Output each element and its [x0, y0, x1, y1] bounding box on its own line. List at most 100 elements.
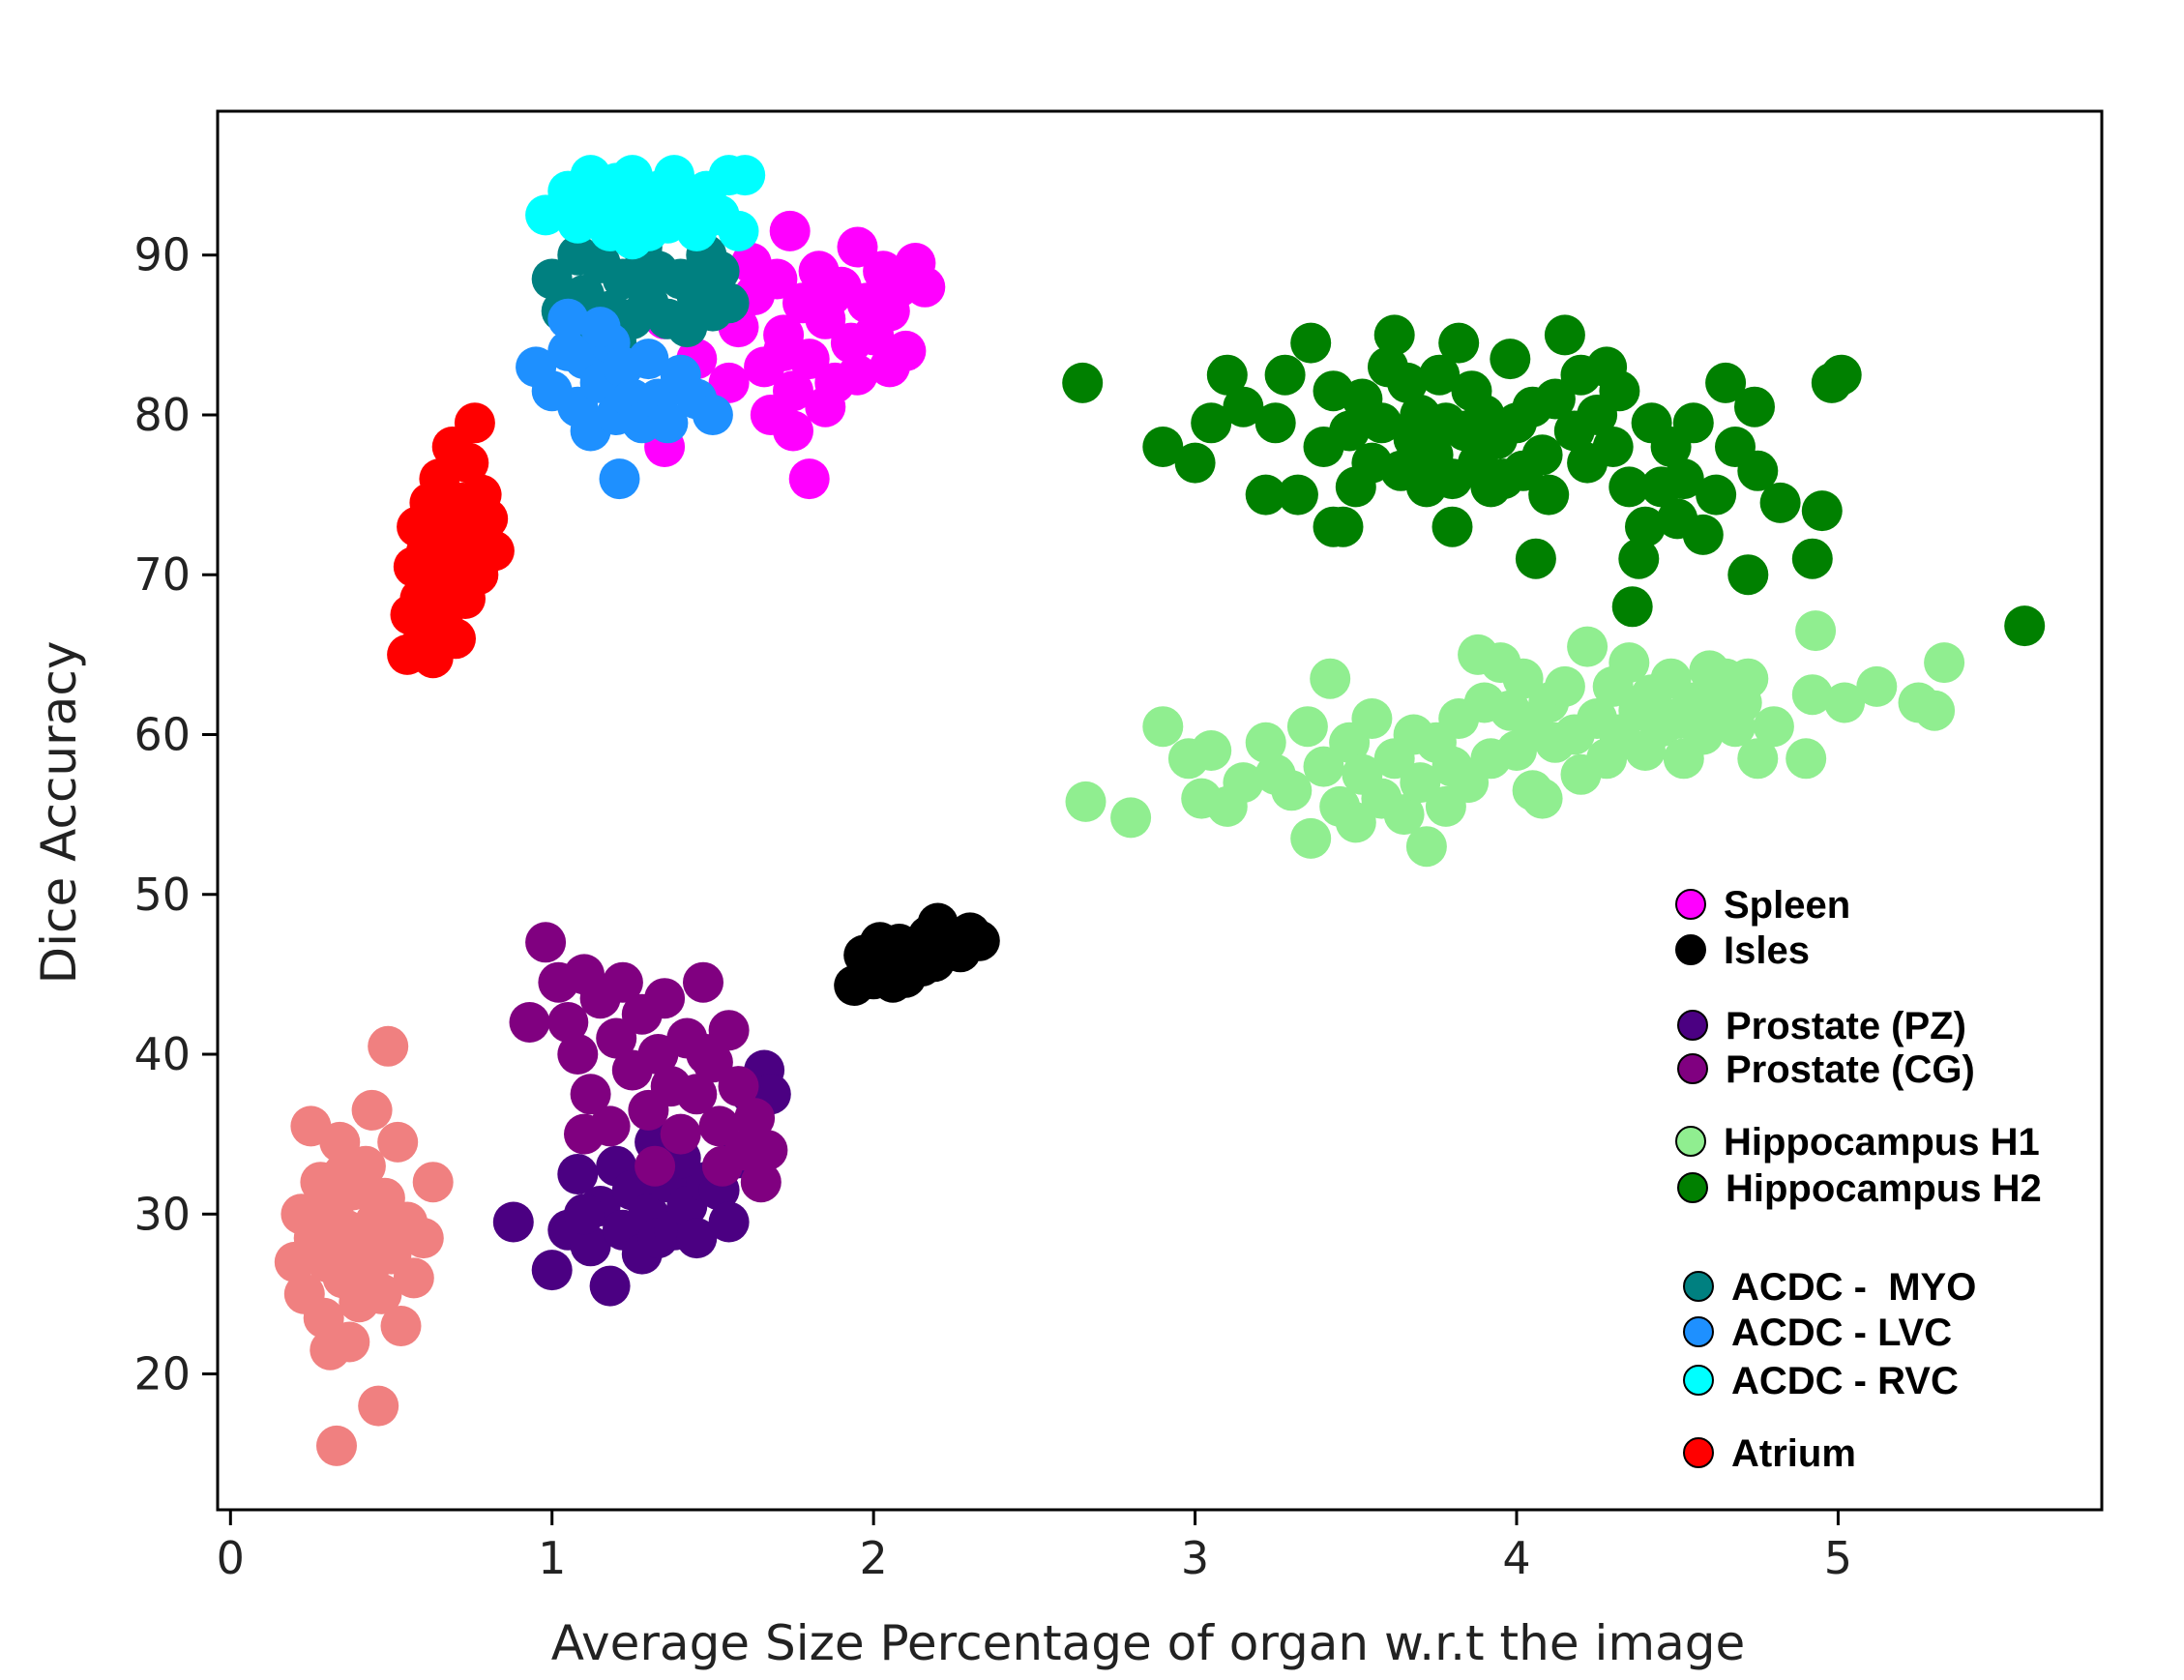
legend-marker-7 — [1683, 1316, 1714, 1347]
point-s2-19 — [708, 1201, 750, 1243]
legend-marker-5 — [1677, 1172, 1708, 1203]
point-s5-8 — [1264, 354, 1306, 396]
point-s4-11 — [1286, 706, 1328, 748]
point-s3-29 — [564, 1113, 605, 1155]
point-s5-64 — [1705, 362, 1747, 403]
point-s3-4 — [557, 1034, 599, 1075]
point-s5-9 — [1277, 474, 1318, 516]
point-s5-61 — [1672, 402, 1714, 444]
point-s0-26 — [869, 346, 910, 388]
point-s5-75 — [1515, 538, 1556, 579]
point-s6-20 — [708, 282, 750, 324]
point-s5-6 — [1245, 474, 1286, 516]
point-s5-45 — [1544, 314, 1585, 356]
plot-frame — [216, 109, 2104, 1512]
point-s3-32 — [701, 1145, 743, 1187]
point-s4-25 — [1405, 826, 1447, 868]
x-axis-label: Average Size Percentage of organ w.r.t t… — [551, 1615, 1745, 1671]
data-points — [274, 155, 2046, 1466]
point-s9-26 — [467, 498, 509, 540]
point-s5-51 — [1592, 427, 1634, 467]
point-s5-69 — [1791, 538, 1833, 579]
point-s4-72 — [1856, 665, 1898, 707]
point-s3-22 — [698, 1105, 740, 1147]
point-s1-19 — [859, 922, 900, 963]
point-s5-27 — [1419, 354, 1461, 396]
point-s10-6 — [303, 1297, 344, 1339]
point-s0-23 — [773, 410, 813, 452]
point-s4-45 — [1567, 626, 1608, 667]
legend-marker-9 — [1683, 1437, 1714, 1468]
point-s4-37 — [1502, 658, 1544, 699]
point-s10-33 — [322, 1154, 364, 1194]
point-s5-76 — [1611, 586, 1653, 628]
legend-label-1: Isles — [1724, 929, 1810, 972]
legend-marker-0 — [1675, 889, 1706, 920]
legend-label-9: Atrium — [1731, 1432, 1856, 1475]
point-s7-18 — [599, 458, 640, 500]
point-s5-63 — [1696, 474, 1737, 516]
y-tick-label-4: 60 — [133, 709, 191, 761]
point-s8-21 — [611, 219, 653, 260]
x-tick-label-4: 4 — [1502, 1532, 1530, 1584]
point-s10-30 — [393, 1257, 434, 1299]
point-s4-67 — [1753, 706, 1794, 748]
point-s3-10 — [602, 961, 643, 1003]
point-s7-19 — [547, 298, 589, 339]
point-s5-7 — [1254, 402, 1296, 444]
point-s5-78 — [2004, 605, 2046, 647]
point-s4-0 — [1065, 781, 1107, 822]
point-s4-12 — [1290, 817, 1332, 859]
point-s5-38 — [1490, 339, 1531, 380]
point-s4-2 — [1142, 706, 1184, 748]
point-s5-20 — [1373, 314, 1415, 356]
point-s6-8 — [602, 258, 643, 300]
point-s0-35 — [811, 275, 852, 315]
point-s5-3 — [1191, 402, 1232, 444]
point-s5-22 — [1387, 362, 1428, 403]
point-s10-22 — [358, 1385, 399, 1427]
point-s3-17 — [660, 1113, 701, 1155]
point-s7-17 — [692, 395, 733, 435]
point-s3-19 — [676, 1074, 718, 1115]
point-s2-3 — [557, 1154, 599, 1194]
point-s0-25 — [837, 354, 878, 396]
point-s5-73 — [1313, 506, 1354, 547]
point-s4-5 — [1191, 730, 1232, 771]
point-s4-1 — [1110, 797, 1152, 839]
point-s0-31 — [788, 458, 830, 500]
point-s3-1 — [525, 922, 567, 963]
point-s3-20 — [683, 961, 723, 1003]
point-s2-16 — [676, 1218, 718, 1259]
point-s4-42 — [1544, 665, 1585, 707]
point-s9-16 — [435, 618, 476, 660]
point-s3-27 — [747, 1130, 788, 1171]
point-s5-67 — [1737, 450, 1779, 491]
point-s8-19 — [718, 210, 759, 251]
point-s5-62 — [1682, 514, 1724, 555]
point-s3-30 — [635, 1145, 676, 1187]
point-s2-6 — [589, 1265, 631, 1307]
legend-label-2: Prostate (PZ) — [1726, 1005, 1966, 1047]
point-s0-21 — [904, 266, 946, 308]
point-s5-2 — [1174, 442, 1216, 484]
point-s3-3 — [547, 1002, 589, 1043]
y-tick-label-7: 90 — [133, 229, 191, 281]
point-s5-70 — [1801, 490, 1843, 532]
legend-label-7: ACDC - LVC — [1731, 1312, 1952, 1354]
point-s10-31 — [402, 1218, 444, 1259]
point-s5-54 — [1618, 538, 1660, 579]
legend-label-0: Spleen — [1724, 884, 1850, 927]
point-s5-10 — [1290, 322, 1332, 364]
legend-label-3: Prostate (CG) — [1726, 1048, 1975, 1091]
point-s2-1 — [531, 1250, 573, 1291]
point-s4-17 — [1335, 802, 1376, 843]
point-s10-25 — [368, 1025, 409, 1067]
legend-label-8: ACDC - RVC — [1731, 1360, 1959, 1402]
point-s4-68 — [1786, 738, 1827, 780]
point-s10-20 — [351, 1089, 393, 1131]
point-s0-30 — [769, 210, 811, 251]
point-s4-8 — [1245, 722, 1286, 763]
point-s6-19 — [698, 251, 740, 292]
